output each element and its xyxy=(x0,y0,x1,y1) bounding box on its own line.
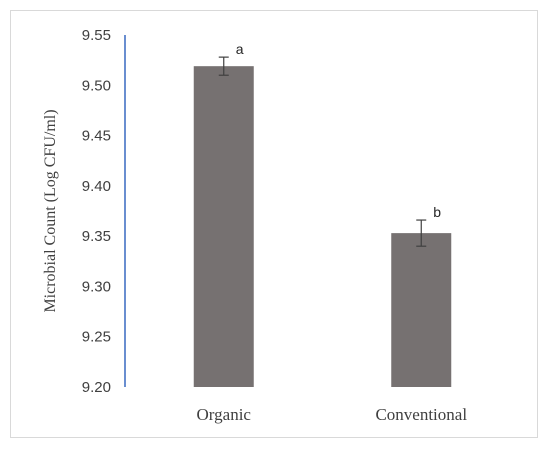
y-tick-label: 9.55 xyxy=(82,27,111,44)
x-category-label: Organic xyxy=(197,405,252,424)
significance-letter: a xyxy=(236,41,244,57)
y-tick-label: 9.20 xyxy=(82,379,111,396)
y-tick-label: 9.50 xyxy=(82,77,111,94)
error-bar-conventional xyxy=(416,219,427,247)
y-tick-label: 9.35 xyxy=(82,228,111,245)
bar-conventional xyxy=(391,233,452,387)
y-tick-label: 9.30 xyxy=(82,278,111,295)
x-category-label: Conventional xyxy=(375,405,467,424)
y-tick-label: 9.40 xyxy=(82,178,111,195)
y-axis-title: Microbial Count (Log CFU/ml) xyxy=(42,109,59,312)
significance-letter: b xyxy=(433,204,441,220)
error-bar-organic xyxy=(218,56,229,76)
y-tick-label: 9.45 xyxy=(82,128,111,145)
bar-organic xyxy=(193,66,254,388)
y-tick-label: 9.25 xyxy=(82,329,111,346)
